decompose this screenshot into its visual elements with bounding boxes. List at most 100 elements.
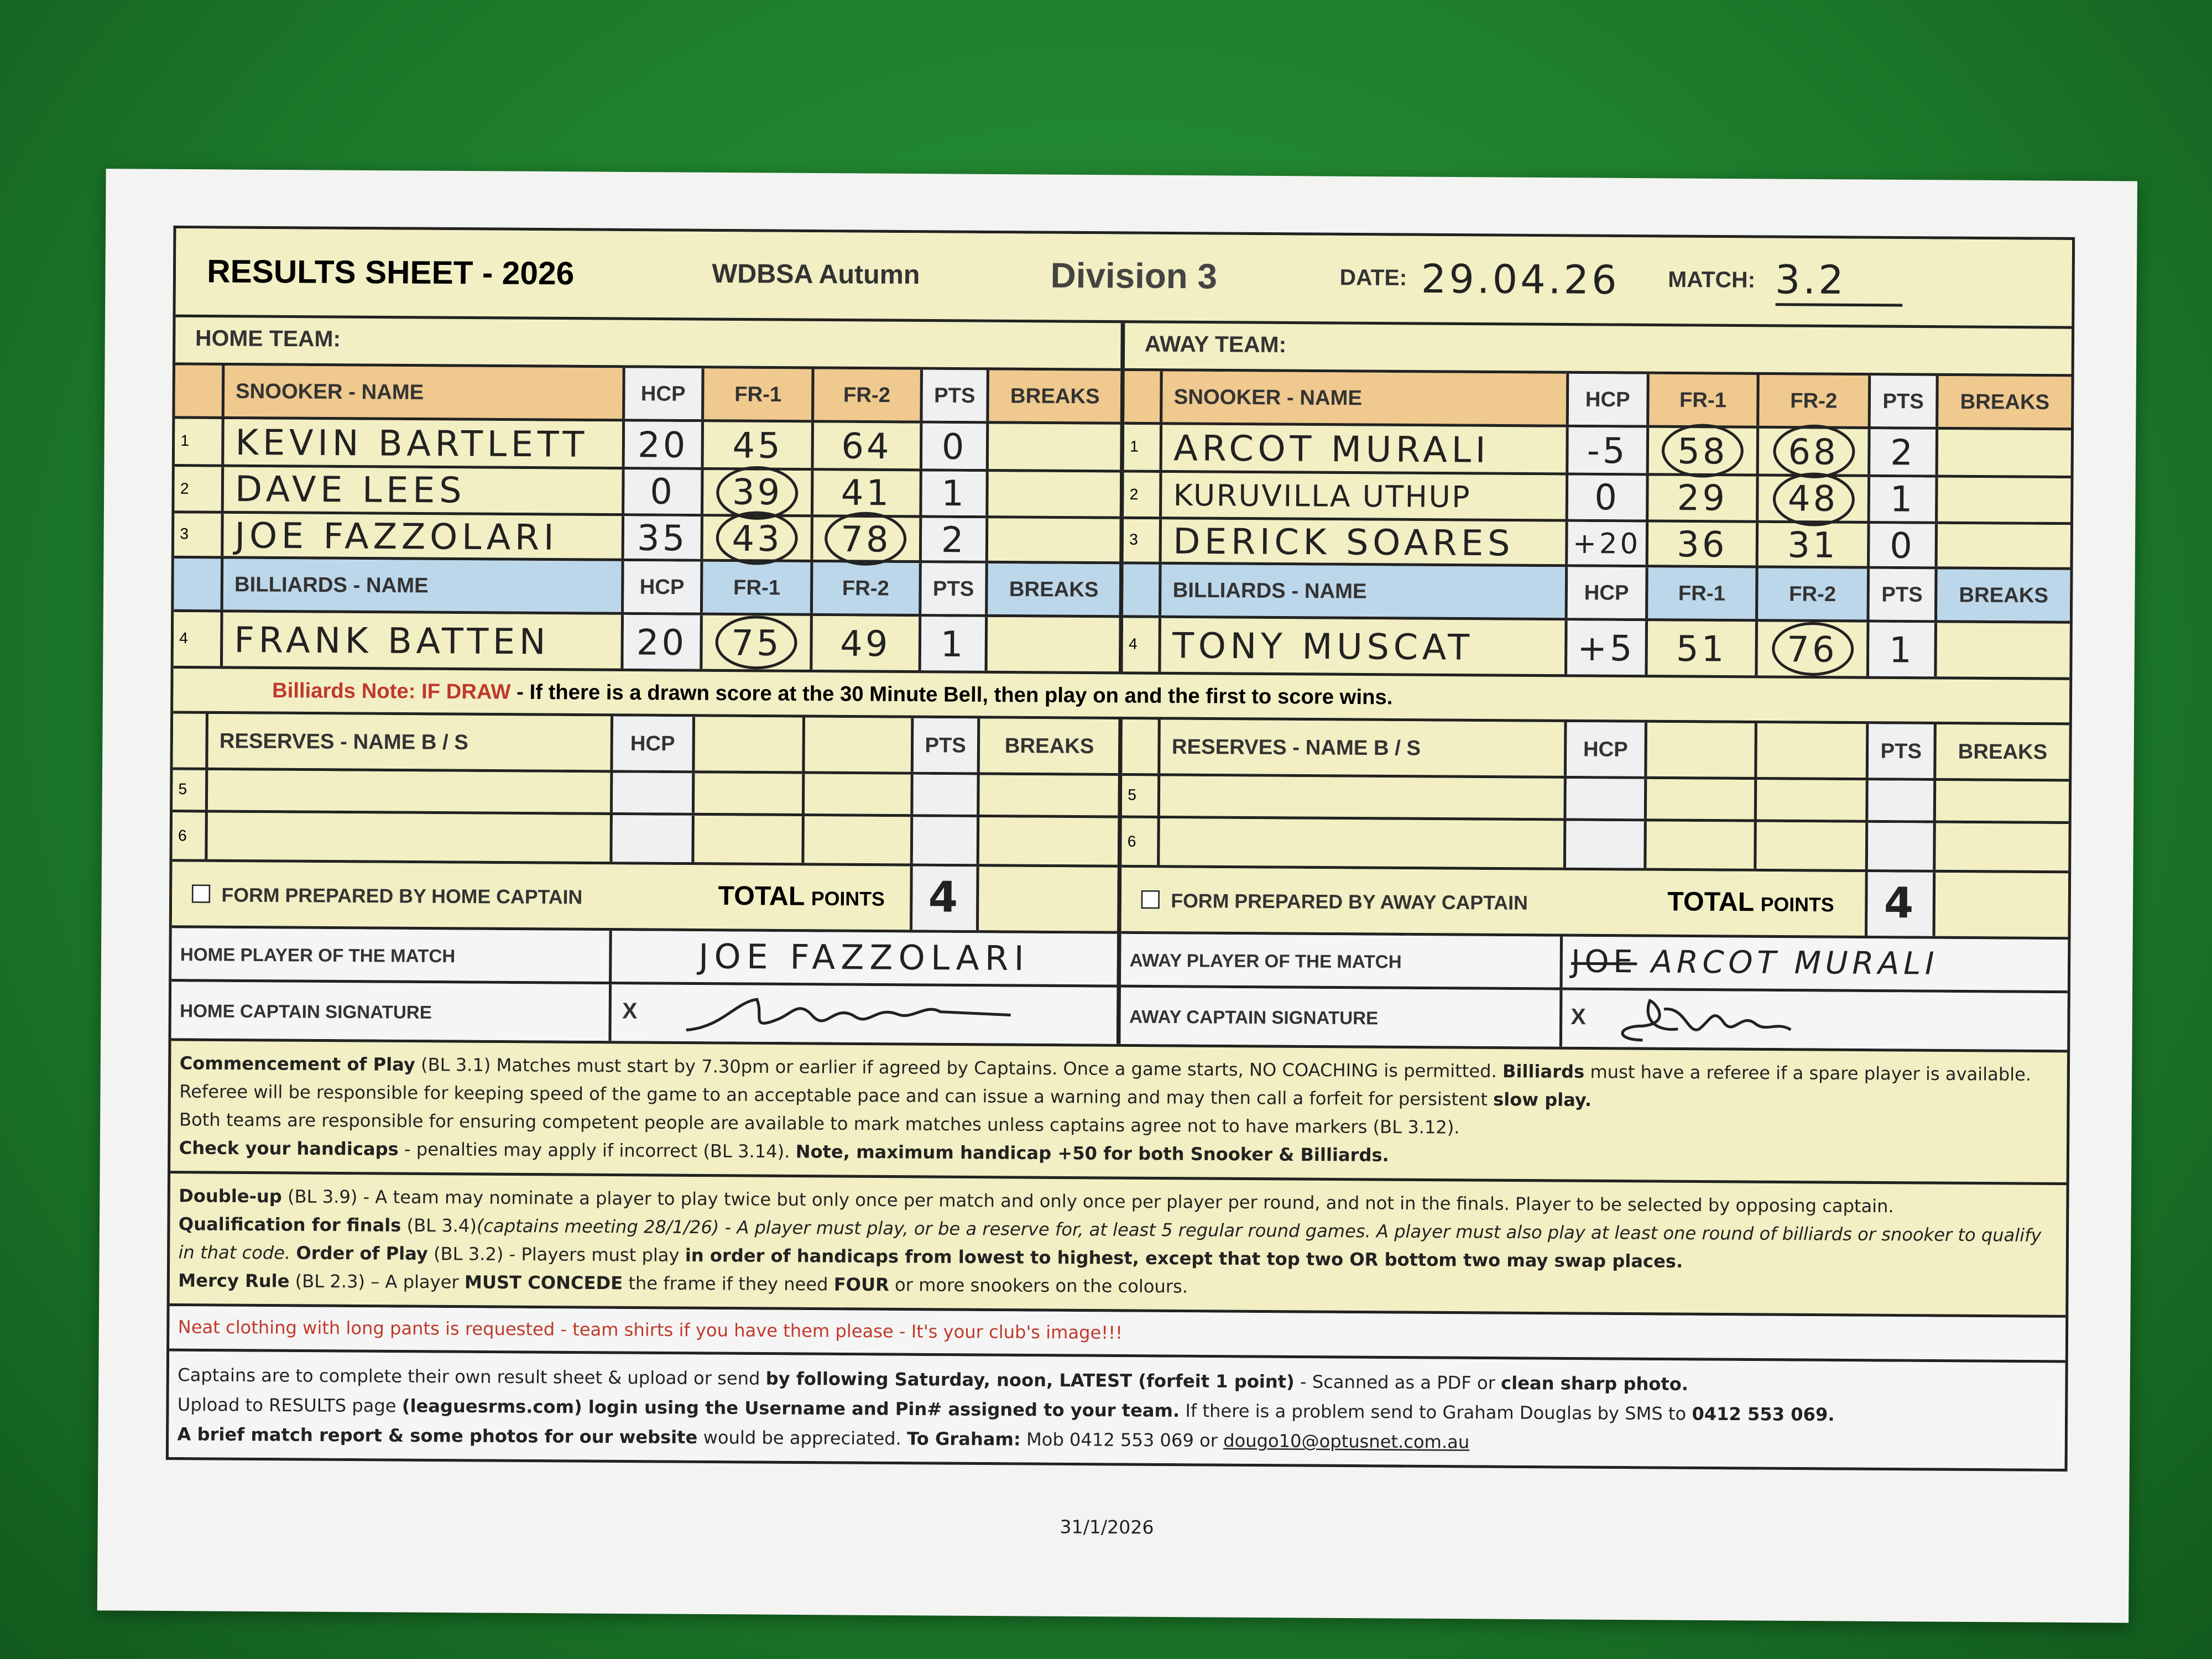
breaks-value — [1938, 430, 2071, 476]
player-name: JOE FAZZOLARI — [234, 514, 559, 557]
title-row: RESULTS SHEET - 2026 WDBSA Autumn Divisi… — [175, 228, 2073, 329]
breaks-value — [1938, 478, 2070, 523]
winning-frame-circle — [715, 615, 798, 670]
hcp-header: HCP — [1568, 373, 1650, 425]
rule-text: Upload to RESULTS page — [177, 1394, 397, 1416]
rule-text: would be appreciated. — [703, 1426, 901, 1449]
rule-text: Captains are to complete their own resul… — [178, 1364, 760, 1389]
breaks-header: BREAKS — [1009, 577, 1099, 602]
row-number: 6 — [172, 812, 208, 859]
away-potm-struck: JOE — [1571, 944, 1637, 980]
points-value: 1 — [1870, 477, 1938, 521]
home-team-label: HOME TEAM: — [195, 327, 341, 352]
rule-bold: in order of handicaps from lowest to hig… — [685, 1244, 1683, 1272]
home-player-row: 3 JOE FAZZOLARI 35 43 78 2 — [174, 511, 1120, 566]
reserve-name-field[interactable] — [1160, 818, 1567, 868]
fr2-score: 49 — [812, 615, 921, 671]
billiards-note-label: Billiards Note: — [272, 678, 416, 703]
away-form-row: FORM PREPARED BY AWAY CAPTAIN TOTAL POIN… — [1121, 867, 2069, 940]
points-label: POINTS — [1760, 891, 1834, 915]
rule-title: Order of Play — [296, 1242, 428, 1264]
fr1-header: FR-1 — [1648, 567, 1759, 619]
reserves-section: RESERVES - NAME B / S HCP PTS BREAKS 5 6… — [171, 713, 2069, 1050]
home-potm-row: HOME PLAYER OF THE MATCH JOE FAZZOLARI — [171, 928, 1117, 988]
hcp-value: 0 — [624, 469, 705, 514]
fr2-header: FR-2 — [812, 562, 922, 614]
breaks-header: BREAKS — [1004, 733, 1094, 758]
breaks-header: BREAKS — [1960, 389, 2050, 414]
results-sheet: RESULTS SHEET - 2026 WDBSA Autumn Divisi… — [165, 225, 2075, 1472]
email-link[interactable]: dougo10@optusnet.com.au — [1223, 1430, 1470, 1453]
reserve-row: 5 — [1121, 776, 2069, 825]
hcp-value: +5 — [1567, 620, 1648, 675]
points-value: 0 — [922, 423, 990, 469]
away-form-checkbox[interactable] — [1141, 890, 1160, 909]
rule-title: Check your handicaps — [179, 1136, 399, 1160]
row-number: 5 — [1121, 776, 1161, 816]
home-form-checkbox[interactable] — [191, 884, 211, 903]
away-captain-sig-row: AWAY CAPTAIN SIGNATURE X — [1120, 987, 2068, 1050]
home-form-label: FORM PREPARED BY HOME CAPTAIN — [221, 882, 583, 907]
away-potm-value: ARCOT MURALI — [1651, 945, 1939, 982]
away-total-points: 4 — [1867, 872, 1936, 936]
match-value: 3.2 — [1775, 256, 1902, 307]
rule-bold: slow play. — [1493, 1088, 1592, 1110]
home-captain-signature — [686, 998, 1011, 1032]
form-version-date: 31/1/2026 — [1060, 1517, 1154, 1540]
rule-bold: (leaguesrms.com) login using the Usernam… — [401, 1395, 1180, 1421]
home-potm-label: HOME PLAYER OF THE MATCH — [171, 928, 612, 982]
reserve-row: 5 — [173, 770, 1118, 818]
away-player-row: 1 ARCOT MURALI -5 58 68 2 — [1124, 424, 2071, 479]
winning-frame-circle — [1772, 424, 1855, 479]
rule-text: - Scanned as a PDF or — [1300, 1371, 1495, 1394]
rule-title: Qualification for finals — [178, 1213, 401, 1236]
rules-commencement: Commencement of Play (BL 3.1) Matches mu… — [170, 1038, 2068, 1186]
pts-header: PTS — [922, 369, 990, 421]
home-total-points: 4 — [912, 866, 980, 931]
reserve-name-field[interactable] — [207, 770, 613, 812]
billiards-name-header: BILLIARDS - NAME — [223, 559, 624, 612]
pts-header: PTS — [1868, 724, 1937, 778]
rule-text: or more snookers on the colours. — [894, 1274, 1188, 1297]
reserve-name-field[interactable] — [207, 812, 612, 862]
pts-header: PTS — [1869, 568, 1938, 620]
home-player-row: 1 KEVIN BARTLETT 20 45 64 0 — [174, 419, 1120, 473]
reserve-row: 6 — [172, 812, 1118, 868]
points-value: 1 — [920, 617, 989, 671]
fr2-score: 64 — [813, 422, 922, 469]
away-team-section: AWAY TEAM: SNOOKER - NAME HCP FR-1 FR-2 … — [1123, 323, 2072, 680]
total-label: TOTAL — [718, 881, 805, 912]
row-number: 4 — [173, 612, 223, 666]
fr1-score: 45 — [704, 422, 815, 468]
rule-bold: FOUR — [833, 1273, 889, 1295]
breaks-value — [988, 617, 1119, 671]
away-team-row: AWAY TEAM: — [1124, 323, 2072, 377]
winning-frame-circle — [1772, 471, 1854, 526]
rule-title: Double-up — [179, 1185, 282, 1207]
if-draw-label: IF DRAW — [421, 679, 511, 704]
division: Division 3 — [1050, 256, 1218, 297]
fr1-score: 29 — [1648, 476, 1759, 520]
rule-text: Mob 0412 553 069 or — [1026, 1428, 1218, 1451]
fr1-score: 36 — [1648, 522, 1759, 566]
billiards-name-header: BILLIARDS - NAME — [1161, 564, 1568, 618]
snooker-name-header: SNOOKER - NAME — [1162, 371, 1569, 425]
home-captain-sig-label: HOME CAPTAIN SIGNATURE — [171, 982, 612, 1041]
reserve-name-field[interactable] — [1160, 776, 1567, 818]
away-player-row: 4 TONY MUSCAT +5 51 76 1 — [1123, 618, 2070, 680]
rule-title: Commencement of Play — [179, 1052, 415, 1075]
hcp-header: HCP — [1566, 722, 1647, 776]
competition: WDBSA Autumn — [712, 259, 920, 290]
players-section: HOME TEAM: SNOOKER - NAME HCP FR-1 FR-2 … — [173, 317, 2072, 680]
breaks-value — [1937, 623, 2069, 677]
fr2-header: FR-2 — [1758, 568, 1870, 620]
player-name: FRANK BATTEN — [234, 619, 550, 662]
row-number: 1 — [1124, 424, 1163, 470]
rule-bold: Note, maximum handicap +50 for both Snoo… — [795, 1140, 1389, 1166]
fr2-header: FR-2 — [1759, 374, 1871, 427]
pts-header: PTS — [1870, 375, 1939, 427]
rule-title: Mercy Rule — [178, 1269, 290, 1292]
match-label: MATCH: — [1668, 268, 1756, 293]
points-value: 2 — [921, 518, 989, 561]
sig-x: X — [1571, 1005, 1586, 1030]
